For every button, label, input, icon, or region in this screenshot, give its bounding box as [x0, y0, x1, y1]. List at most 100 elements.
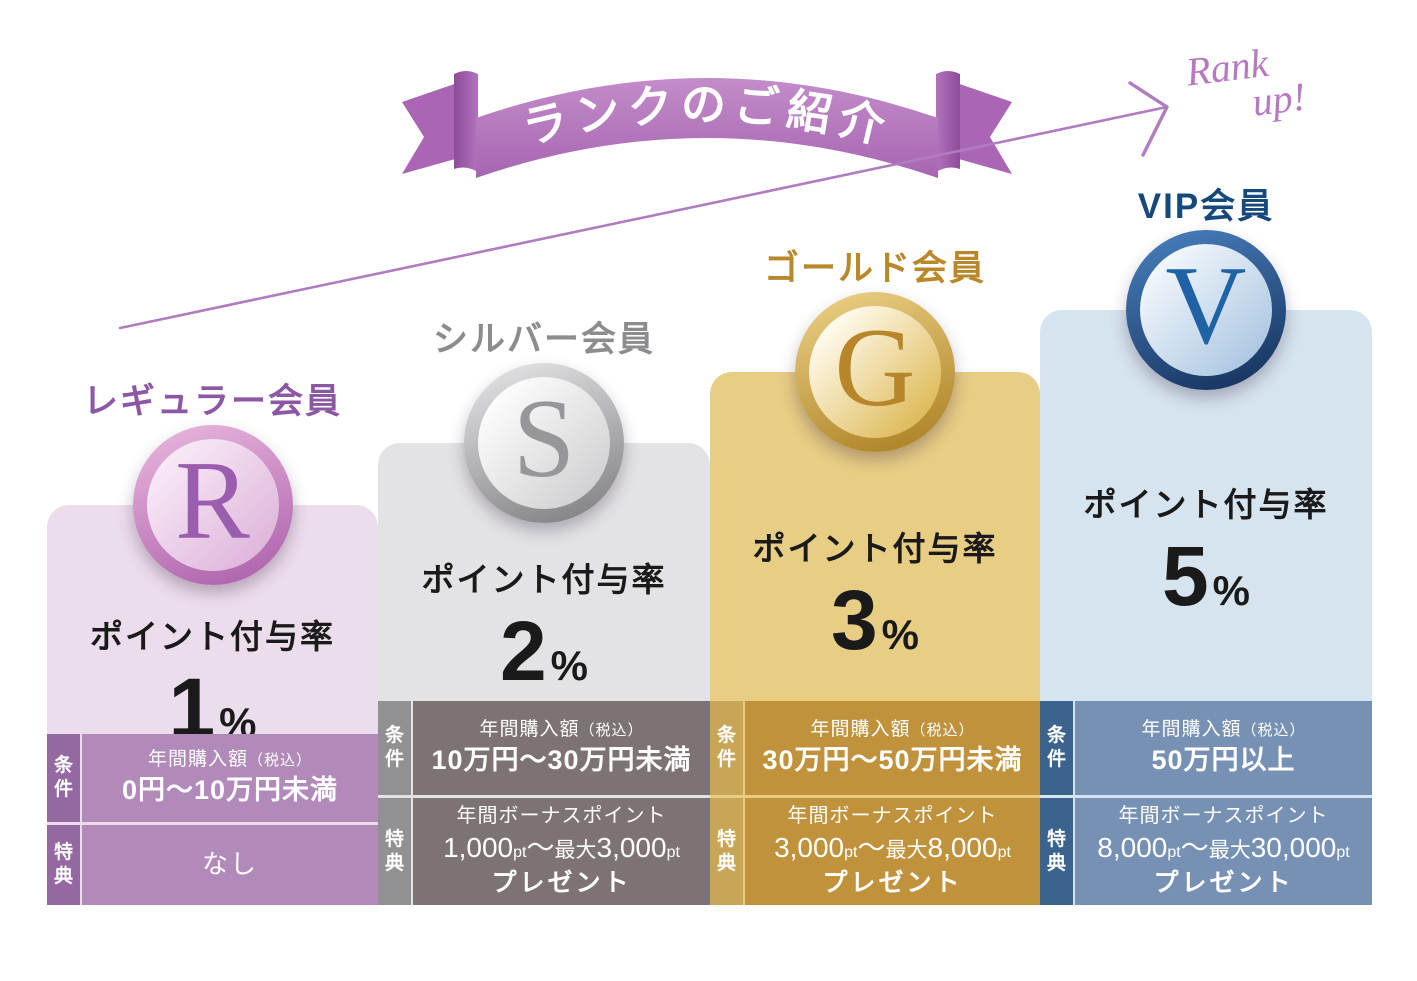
tier-vip: VIP会員 V ポイント付与率 5% 条件 年間購入額（税込） 50万円以上 [1040, 0, 1372, 943]
points-rate-value: 2% [378, 603, 710, 700]
badge-inner: G [809, 306, 941, 438]
condition-note: （税込） [248, 751, 313, 769]
points-rate-label: ポイント付与率 [90, 618, 335, 655]
benefit-line3: プレゼント [491, 869, 632, 898]
tier-gold: ゴールド会員 G ポイント付与率 3% 条件 年間購入額（税込） 30万円～50… [710, 0, 1040, 943]
condition-row: 条件 年間購入額（税込） 0円～10万円未満 [47, 734, 378, 822]
benefit-label: 特典 [1040, 798, 1075, 905]
rate-unit: % [881, 611, 920, 658]
condition-note: （税込） [579, 721, 644, 739]
rank-badge-vip-icon: V [1126, 230, 1286, 390]
condition-content: 年間購入額（税込） 50万円以上 [1075, 701, 1372, 795]
rate-unit: % [1212, 567, 1251, 614]
ribbon-banner: ランクのご紹介 [402, 71, 1012, 178]
ribbon-curl-left-icon [454, 71, 478, 172]
condition-value: 30万円～50万円未満 [762, 745, 1023, 776]
row-divider [378, 795, 710, 798]
condition-label: 条件 [710, 701, 745, 795]
tier-title: VIP会員 [1137, 187, 1275, 226]
condition-row: 条件 年間購入額（税込） 50万円以上 [1040, 701, 1372, 795]
condition-row: 条件 年間購入額（税込） 30万円～50万円未満 [710, 701, 1040, 795]
benefit-label: 特典 [378, 798, 413, 905]
benefit-line1: 年間ボーナスポイント [787, 805, 998, 828]
rate-number: 5 [1161, 529, 1209, 623]
row-divider [710, 795, 1040, 798]
rank-up-arrow-icon [118, 81, 1169, 330]
points-rate-label: ポイント付与率 [752, 530, 998, 567]
badge-letter: R [175, 439, 250, 563]
tier-table: 条件 年間購入額（税込） 30万円～50万円未満 特典 年間ボーナスポイント 3… [710, 701, 1040, 905]
condition-title: 年間購入額（税込） [479, 718, 644, 740]
points-rate-value: 5% [1040, 528, 1372, 625]
rate-number: 3 [830, 573, 878, 667]
badge-inner: V [1140, 244, 1272, 376]
ribbon-tail-left-icon [402, 80, 466, 174]
condition-label: 条件 [47, 734, 82, 822]
tier-panel: ポイント付与率 5% 条件 年間購入額（税込） 50万円以上 特典 [1040, 310, 1372, 905]
rank-badge-regular-icon: R [132, 425, 293, 585]
condition-title: 年間購入額（税込） [147, 748, 313, 770]
badge-letter: G [834, 306, 916, 430]
row-divider [47, 822, 378, 825]
condition-content: 年間購入額（税込） 0円～10万円未満 [82, 734, 378, 822]
benefit-line3: プレゼント [822, 869, 963, 898]
points-rate-label: ポイント付与率 [1083, 486, 1329, 523]
tier-table: 条件 年間購入額（税込） 0円～10万円未満 特典 なし [47, 734, 378, 905]
benefit-row: 特典 年間ボーナスポイント 8,000 pt ～最大 30,000 pt プレゼント [1040, 798, 1372, 905]
condition-title: 年間購入額（税込） [810, 718, 975, 740]
points-rate-block: ポイント付与率 3% [710, 522, 1040, 669]
benefit-content: 年間ボーナスポイント 3,000 pt ～最大 8,000 pt プレゼント [745, 798, 1040, 905]
benefit-row: 特典 年間ボーナスポイント 3,000 pt ～最大 8,000 pt プレゼント [710, 798, 1040, 905]
rate-number: 2 [499, 604, 547, 698]
condition-label: 条件 [1040, 701, 1075, 795]
bonus-range: 3,000 pt ～最大 8,000 pt [774, 832, 1011, 864]
condition-note: （税込） [1241, 721, 1306, 739]
condition-row: 条件 年間購入額（税込） 10万円～30万円未満 [378, 701, 710, 795]
condition-title: 年間購入額（税込） [1141, 718, 1306, 740]
benefit-content: 年間ボーナスポイント 8,000 pt ～最大 30,000 pt プレゼント [1075, 798, 1372, 905]
condition-value: 10万円～30万円未満 [431, 745, 692, 776]
tier-table: 条件 年間購入額（税込） 50万円以上 特典 年間ボーナスポイント 8,000 p… [1040, 701, 1372, 905]
condition-value: 0円～10万円未満 [121, 775, 339, 806]
benefit-line1: 年間ボーナスポイント [456, 805, 667, 828]
condition-content: 年間購入額（税込） 30万円～50万円未満 [745, 701, 1040, 795]
badge-inner: R [146, 439, 279, 571]
condition-value: 50万円以上 [1151, 745, 1296, 776]
points-rate-label: ポイント付与率 [421, 561, 667, 598]
tier-title: シルバー会員 [432, 320, 655, 359]
row-divider [1040, 795, 1372, 798]
benefit-label: 特典 [47, 825, 82, 905]
bonus-range: 1,000 pt ～最大 3,000 pt [443, 832, 680, 864]
benefit-line3: プレゼント [1153, 869, 1294, 898]
tier-panel: ポイント付与率 2% 条件 年間購入額（税込） 10万円～30万円未満 特典 [378, 443, 710, 905]
benefit-label: 特典 [710, 798, 745, 905]
ribbon-band-icon [476, 78, 938, 178]
tier-regular: レギュラー会員 R ポイント付与率 1% 条件 年間購入額（税込） 0円～10万… [47, 0, 378, 943]
condition-label: 条件 [378, 701, 413, 795]
tier-title: ゴールド会員 [763, 249, 986, 288]
benefit-value: なし [201, 849, 258, 880]
benefit-line1: 年間ボーナスポイント [1118, 805, 1329, 828]
tier-silver: シルバー会員 S ポイント付与率 2% 条件 年間購入額（税込） 10万円～30… [378, 0, 710, 943]
benefit-content: なし [82, 825, 378, 905]
rank-badge-silver-icon: S [464, 363, 624, 523]
condition-content: 年間購入額（税込） 10万円～30万円未満 [413, 701, 710, 795]
tier-title: レギュラー会員 [82, 382, 342, 421]
badge-letter: S [512, 377, 576, 501]
tier-panel: ポイント付与率 3% 条件 年間購入額（税込） 30万円～50万円未満 特典 [710, 372, 1040, 905]
points-rate-block: ポイント付与率 5% [1040, 478, 1372, 625]
bonus-range: 8,000 pt ～最大 30,000 pt [1097, 832, 1350, 864]
benefit-content: 年間ボーナスポイント 1,000 pt ～最大 3,000 pt プレゼント [413, 798, 710, 905]
condition-note: （税込） [910, 721, 975, 739]
benefit-row: 特典 年間ボーナスポイント 1,000 pt ～最大 3,000 pt プレゼント [378, 798, 710, 905]
rate-unit: % [550, 642, 589, 689]
rank-badge-gold-icon: G [795, 292, 955, 452]
benefit-row: 特典 なし [47, 825, 378, 905]
points-rate-block: ポイント付与率 2% [378, 553, 710, 700]
points-rate-value: 3% [710, 572, 1040, 669]
ribbon-curl-right-icon [936, 71, 960, 172]
tier-table: 条件 年間購入額（税込） 10万円～30万円未満 特典 年間ボーナスポイント 1… [378, 701, 710, 905]
badge-inner: S [478, 377, 610, 509]
badge-letter: V [1165, 244, 1247, 368]
